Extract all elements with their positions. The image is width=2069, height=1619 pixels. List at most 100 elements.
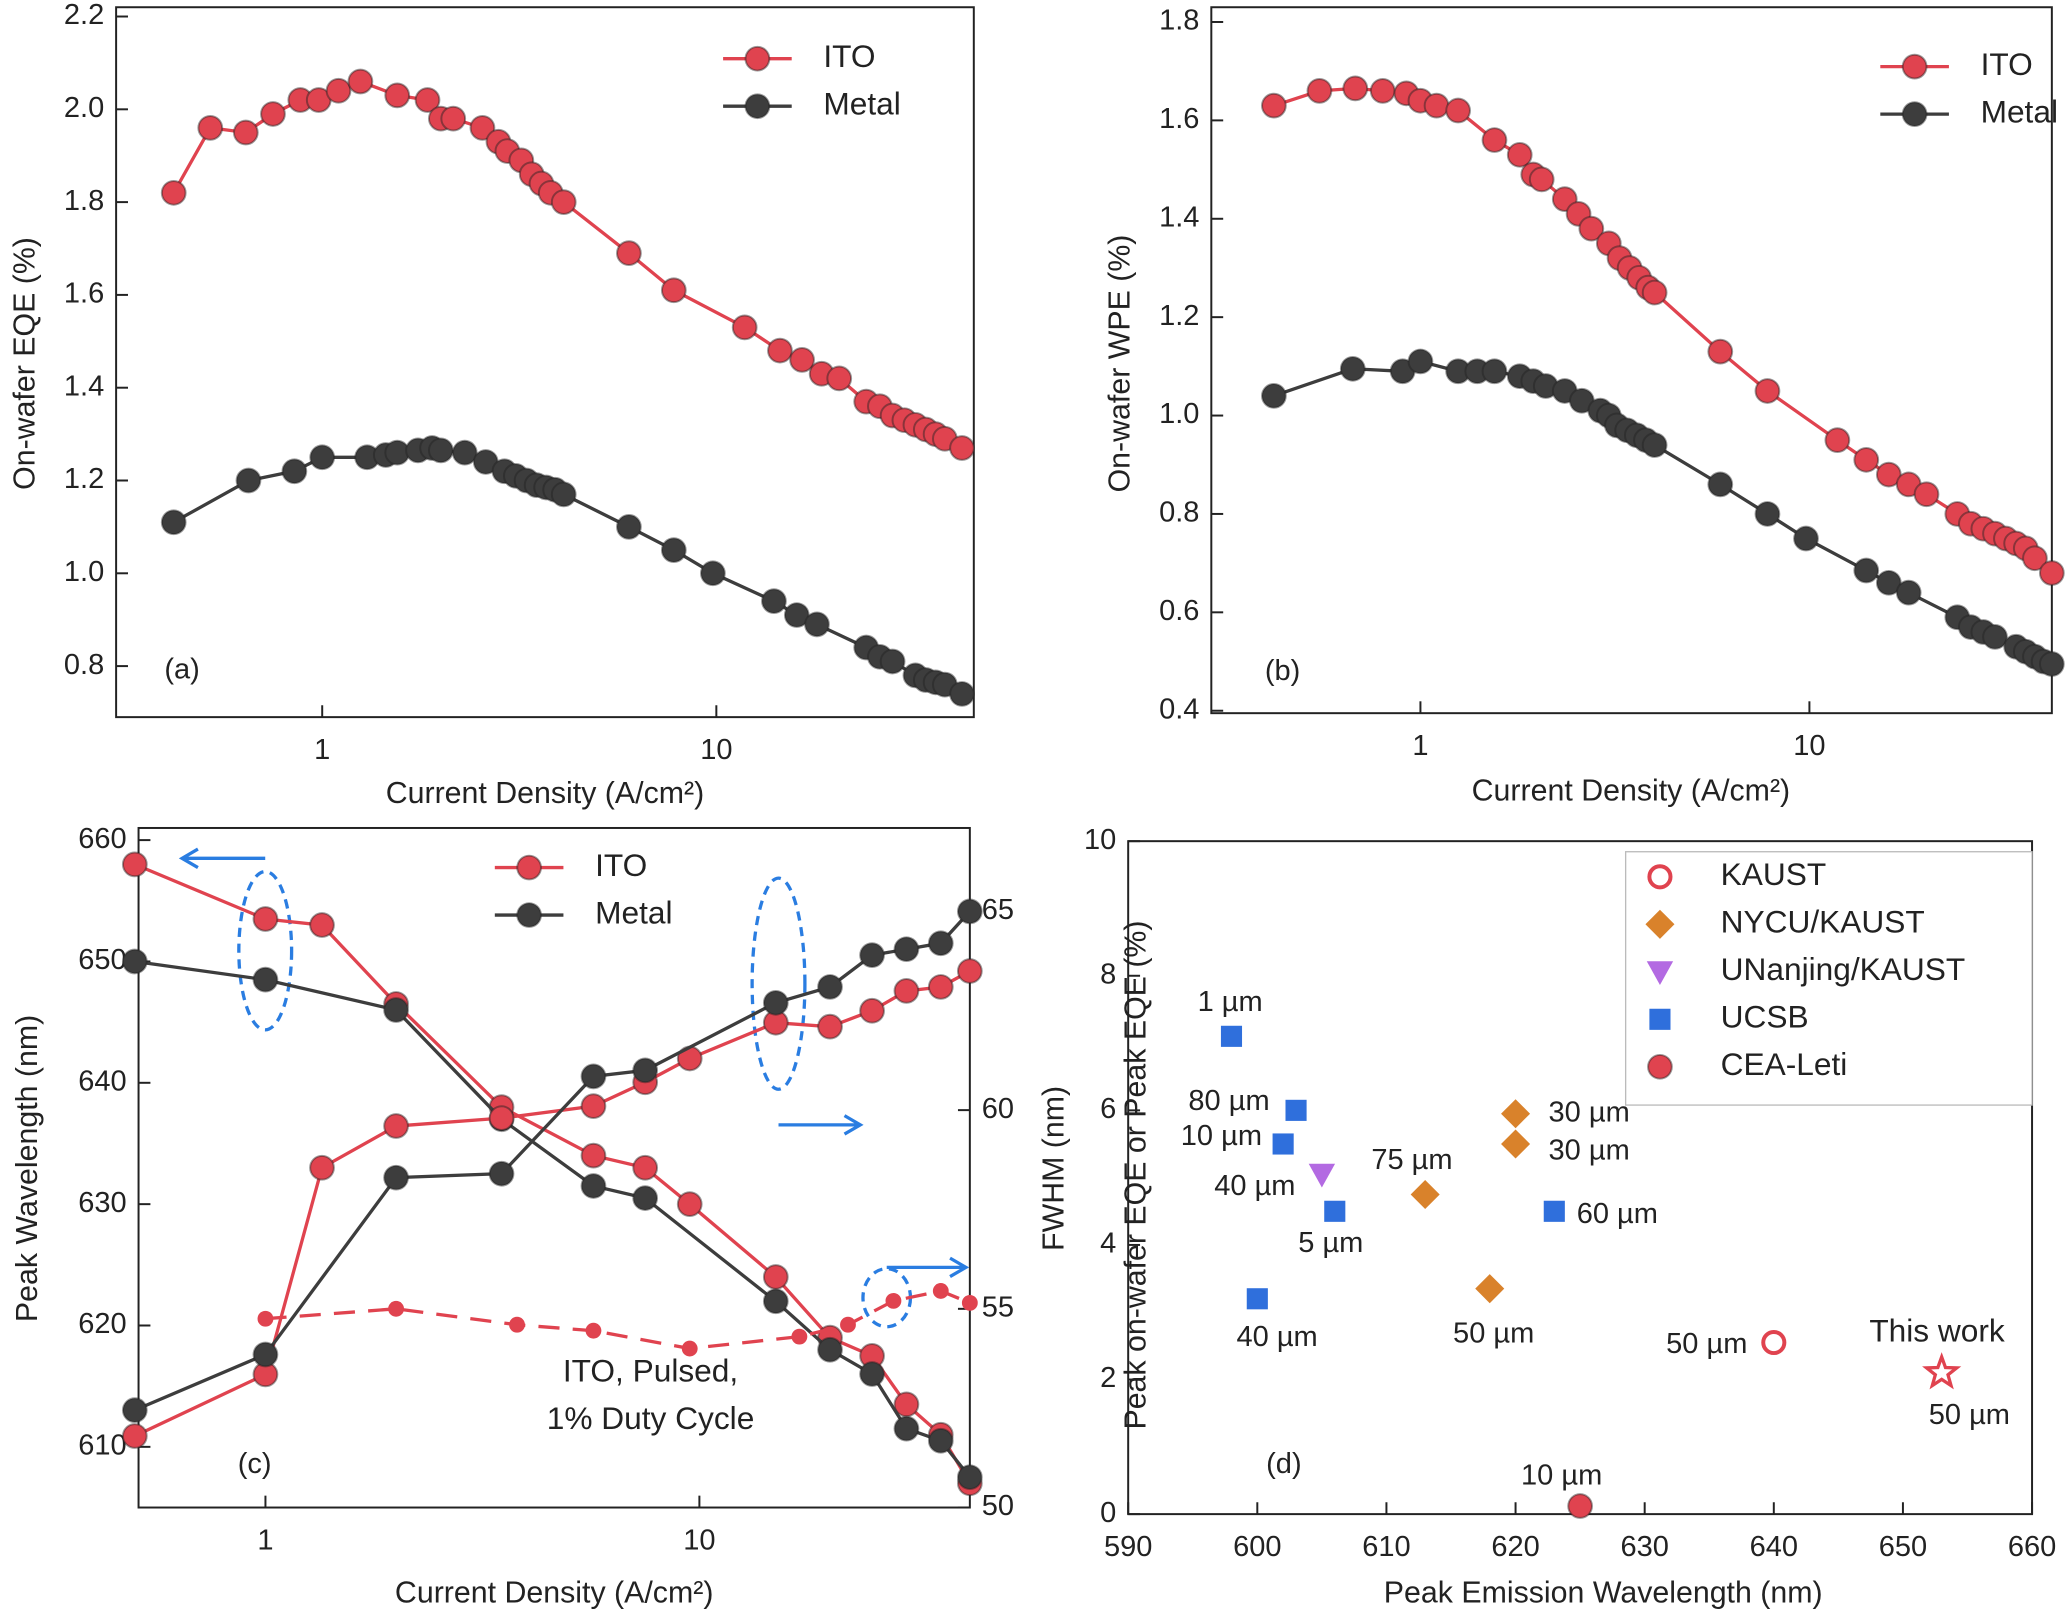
marker — [1246, 1288, 1268, 1310]
legend-label: Metal — [1981, 93, 2058, 129]
marker — [550, 189, 577, 215]
legend-label: ITO — [1981, 46, 2033, 82]
marker — [384, 82, 411, 109]
panel-label: (a) — [164, 654, 199, 686]
y-tick-label: 630 — [78, 1187, 126, 1219]
x-tick-label: 10 — [700, 734, 732, 766]
marker — [840, 1316, 856, 1333]
annotation-shapes — [178, 847, 970, 1329]
marker — [859, 942, 885, 969]
marker — [1481, 127, 1508, 153]
y-axis-label: Peak on-wafer EQE or Peak EQE (%) — [1119, 920, 1152, 1429]
marker — [1913, 481, 1940, 508]
marker — [1407, 348, 1434, 375]
marker — [2038, 560, 2065, 586]
marker — [580, 1063, 607, 1090]
point-label: 10 µm — [1181, 1120, 1262, 1152]
marker — [1342, 75, 1369, 102]
marker — [1339, 355, 1366, 382]
marker — [1543, 1200, 1565, 1222]
legend-marker — [744, 93, 771, 120]
point-label: 50 µm — [1666, 1328, 1747, 1360]
legend-label: ITO — [595, 847, 647, 883]
annotation: ITO, Pulsed, — [563, 1352, 738, 1388]
y-tick-label: 0 — [1100, 1497, 1116, 1529]
highlight-ellipse — [237, 869, 294, 1032]
marker — [1646, 961, 1674, 985]
marker — [1306, 78, 1333, 104]
marker — [817, 1336, 843, 1363]
x-tick-label: 620 — [1491, 1531, 1539, 1563]
x-tick-label: 640 — [1750, 1531, 1798, 1563]
y-tick-label: 1.0 — [1159, 398, 1199, 430]
marker — [893, 936, 920, 963]
marker — [252, 906, 279, 932]
marker — [580, 1142, 607, 1169]
x-axis-label: Current Density (A/cm²) — [1472, 774, 1791, 807]
y-axis-label: On-wafer WPE (%) — [1104, 235, 1137, 493]
legend-label: KAUST — [1721, 856, 1827, 892]
series-line — [134, 862, 972, 1485]
y-tick-label: 1.8 — [64, 185, 104, 217]
marker — [1445, 97, 1471, 124]
annotation: This work — [1869, 1313, 2005, 1349]
marker — [414, 87, 441, 113]
marker — [893, 978, 920, 1004]
marker — [932, 1283, 949, 1299]
marker — [632, 1185, 659, 1211]
y2-tick-label: 60 — [982, 1093, 1014, 1125]
point-label: 5 µm — [1298, 1227, 1363, 1259]
marker — [893, 1391, 920, 1418]
marker — [927, 974, 954, 1000]
x-tick-label: 660 — [2008, 1531, 2056, 1563]
point-label: 30 µm — [1549, 1135, 1630, 1167]
marker — [232, 119, 259, 146]
marker — [789, 346, 815, 373]
marker — [893, 1415, 920, 1442]
panel: 1 10 610 620 630 640 650 660 50 55 60 65 Current Den… — [11, 823, 1071, 1610]
marker — [1578, 215, 1605, 242]
marker — [961, 1294, 978, 1311]
marker — [817, 1013, 843, 1040]
y-axis-label: On-wafer EQE (%) — [8, 237, 41, 490]
y-tick-label: 660 — [78, 823, 126, 855]
marker — [260, 101, 286, 127]
axis-arrow — [886, 1256, 970, 1279]
marker — [309, 444, 336, 471]
y-tick-label: 1.2 — [64, 463, 104, 495]
marker — [956, 1464, 983, 1491]
marker — [121, 851, 148, 878]
marker — [580, 1093, 607, 1120]
marker — [1261, 92, 1287, 119]
y-tick-label: 1.6 — [1159, 103, 1199, 135]
marker — [804, 611, 830, 638]
x-tick-label: 10 — [683, 1525, 715, 1557]
point-label: 80 µm — [1188, 1085, 1269, 1117]
marker — [632, 1057, 659, 1084]
x-axis-label: Current Density (A/cm²) — [395, 1577, 713, 1610]
y-tick-label: 1.6 — [64, 278, 104, 310]
y2-tick-label: 55 — [982, 1291, 1014, 1323]
marker — [121, 948, 148, 975]
y-tick-label: 6 — [1100, 1093, 1116, 1125]
point-label: 40 µm — [1236, 1321, 1317, 1353]
marker — [731, 314, 758, 341]
y-tick-label: 640 — [78, 1065, 126, 1097]
marker — [305, 87, 332, 113]
marker — [826, 365, 853, 392]
marker — [1793, 525, 1819, 552]
marker — [681, 1340, 698, 1357]
legend-label: ITO — [823, 38, 875, 74]
marker — [469, 115, 496, 141]
marker — [347, 68, 374, 95]
y-tick-label: 0.4 — [1159, 693, 1199, 725]
marker — [859, 997, 885, 1024]
marker — [1922, 1352, 1962, 1390]
y-tick-label: 620 — [78, 1308, 126, 1340]
marker — [791, 1328, 808, 1345]
marker — [1647, 864, 1673, 890]
y-tick-label: 1.2 — [1159, 300, 1199, 332]
marker — [1567, 1493, 1593, 1519]
legend-marker — [1901, 53, 1928, 80]
